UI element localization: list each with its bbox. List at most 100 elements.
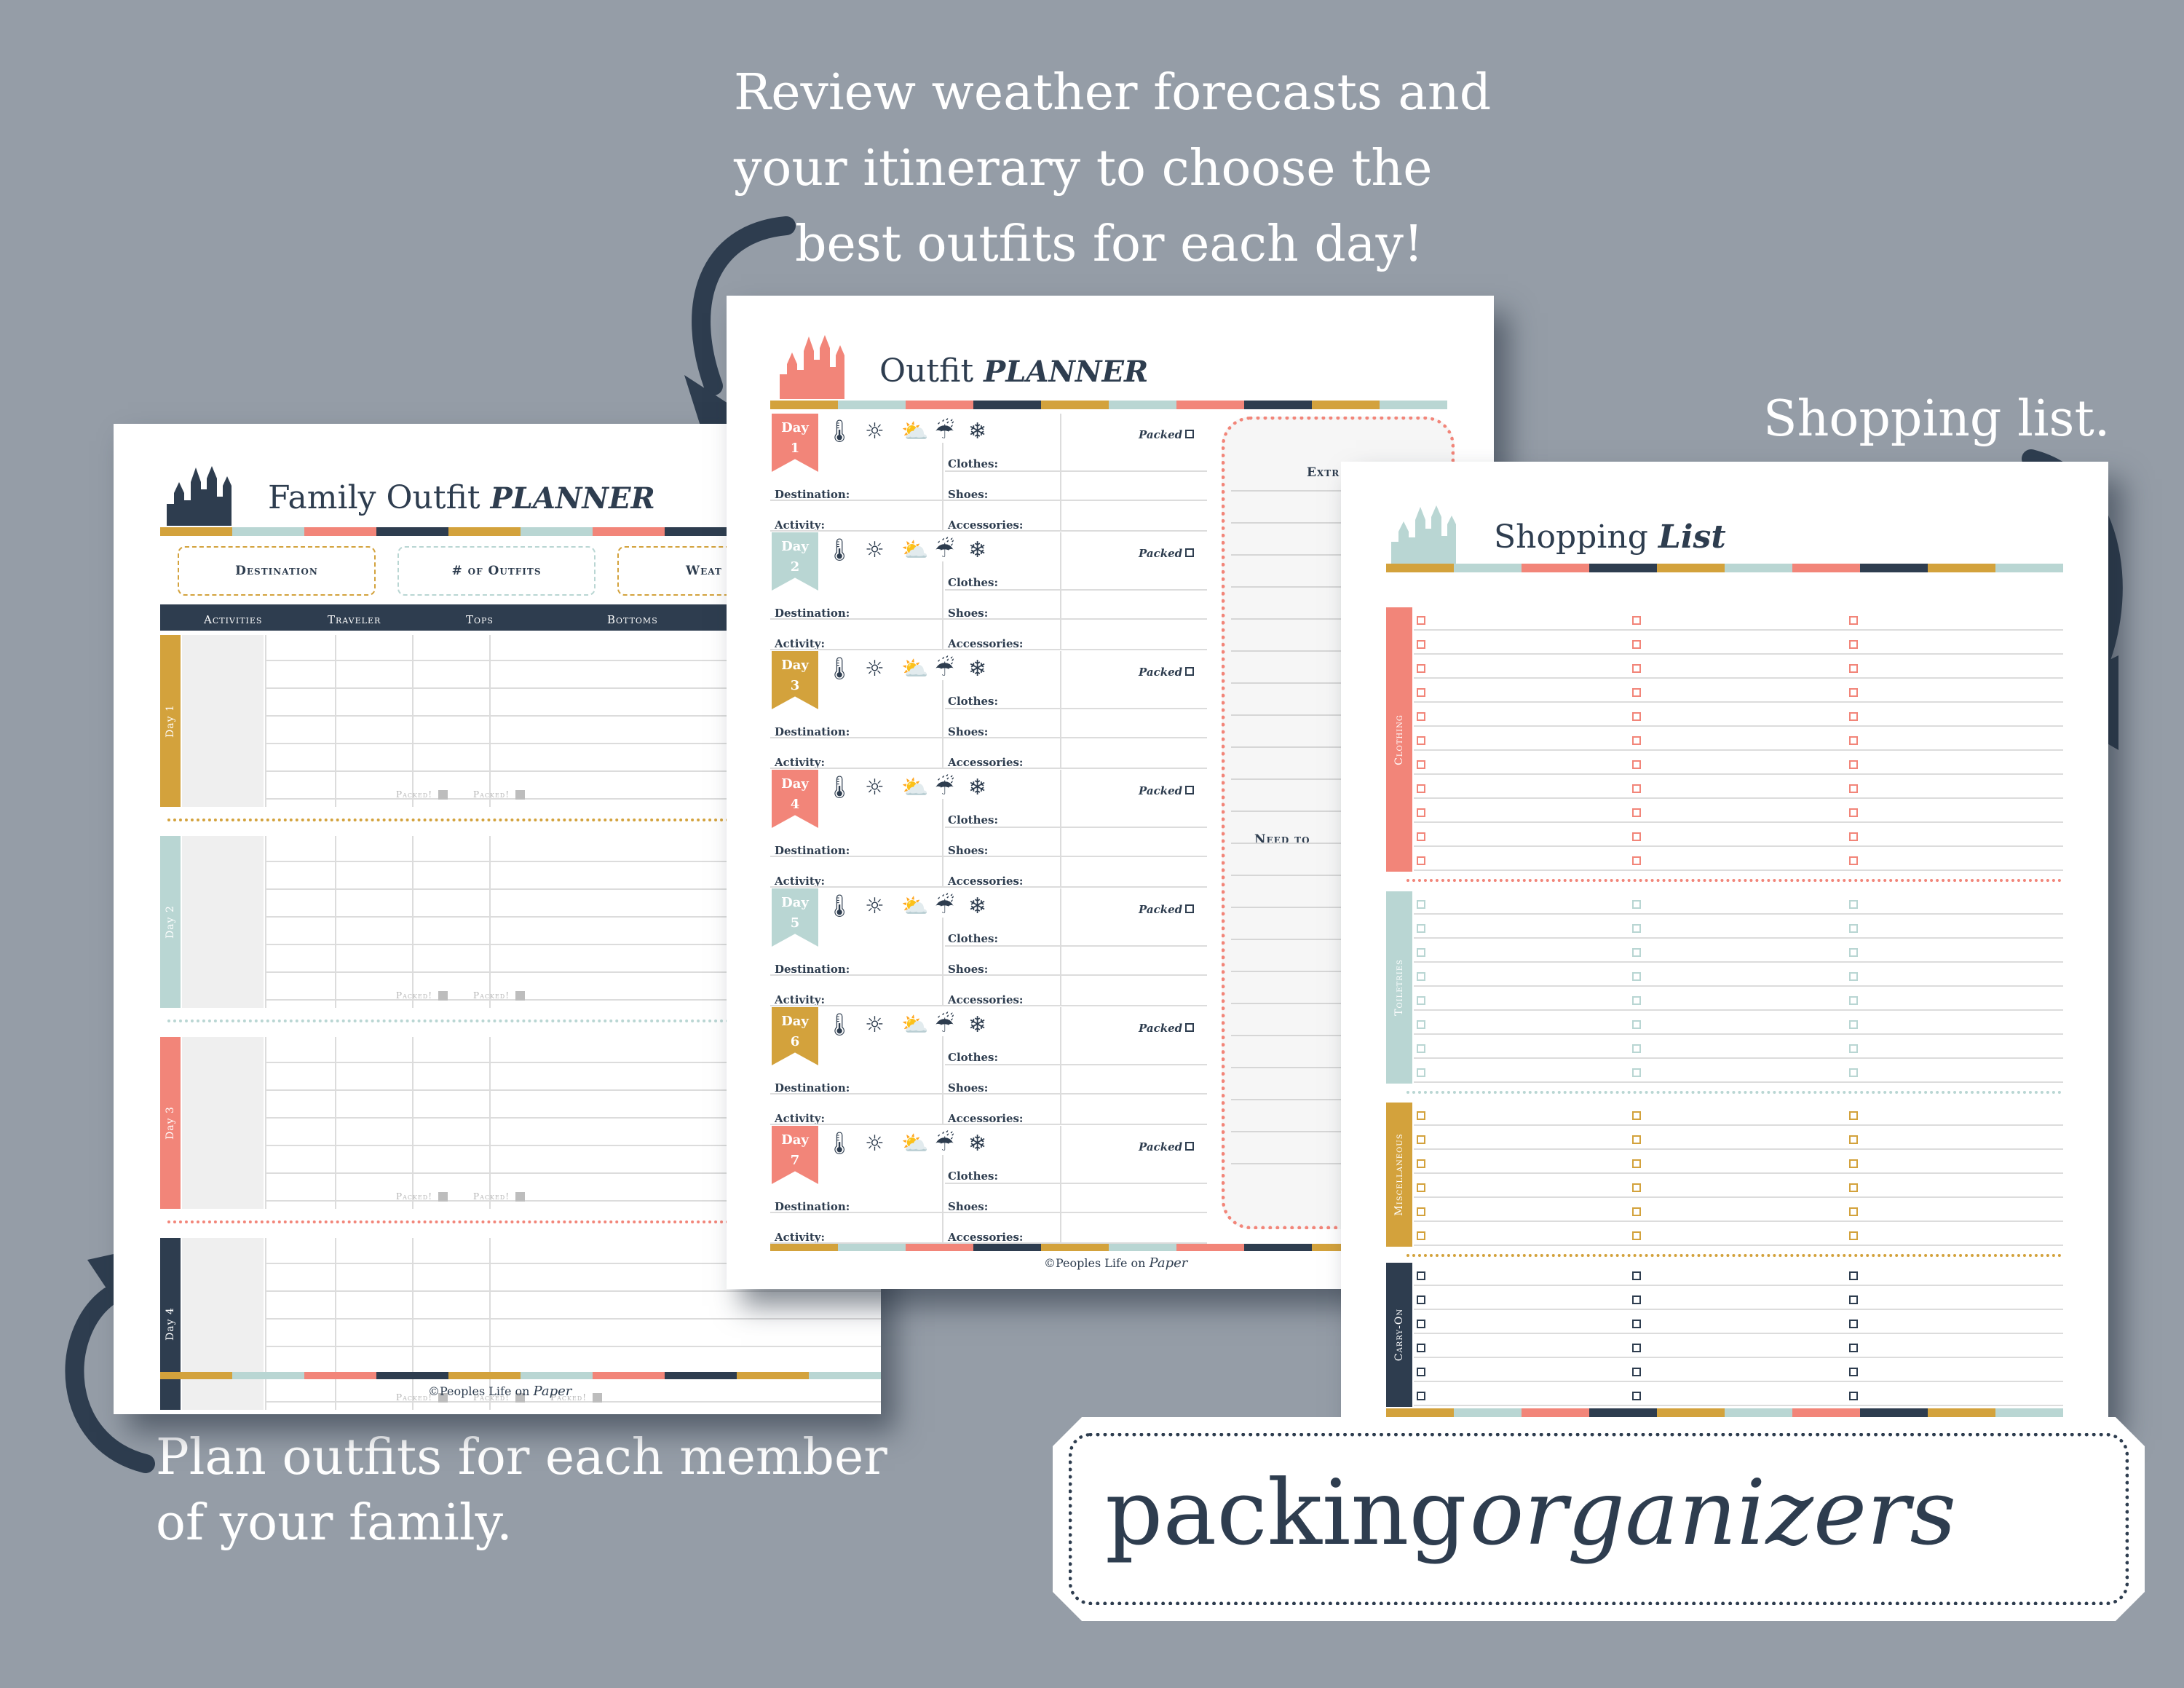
list-checkbox[interactable] (1632, 996, 1641, 1005)
list-checkbox[interactable] (1632, 948, 1641, 957)
list-checkbox[interactable] (1632, 688, 1641, 697)
list-checkbox[interactable] (1417, 760, 1425, 769)
list-checkbox[interactable] (1849, 640, 1858, 649)
list-checkbox[interactable] (1417, 1159, 1425, 1168)
list-checkbox[interactable] (1417, 1320, 1425, 1328)
list-checkbox[interactable] (1417, 900, 1425, 909)
sun-icon[interactable]: ☼ (865, 775, 885, 800)
thermometer-icon[interactable]: 🌡 (826, 1012, 854, 1038)
list-checkbox[interactable] (1849, 784, 1858, 793)
packed-checkbox[interactable] (1185, 548, 1194, 557)
packed-checkbox[interactable] (515, 991, 525, 1001)
packed-checkbox[interactable] (515, 790, 525, 800)
list-checkbox[interactable] (1417, 640, 1425, 649)
list-checkbox[interactable] (1417, 972, 1425, 981)
activities-cell[interactable] (182, 1238, 264, 1410)
outfit-count-field[interactable]: # of Outfits (397, 546, 596, 596)
list-checkbox[interactable] (1849, 1344, 1858, 1352)
cloud-sun-icon[interactable]: ⛅ (901, 537, 929, 563)
packed-checkbox[interactable] (1185, 904, 1194, 913)
list-checkbox[interactable] (1632, 1111, 1641, 1120)
list-checkbox[interactable] (1417, 832, 1425, 841)
list-checkbox[interactable] (1632, 640, 1641, 649)
snowflake-icon[interactable]: ❄ (968, 1131, 987, 1156)
cloud-sun-icon[interactable]: ⛅ (901, 419, 929, 444)
list-checkbox[interactable] (1417, 736, 1425, 745)
list-checkbox[interactable] (1417, 1295, 1425, 1304)
list-checkbox[interactable] (1632, 1159, 1641, 1168)
list-checkbox[interactable] (1849, 1368, 1858, 1376)
packed-checkbox[interactable] (1185, 1142, 1194, 1151)
list-checkbox[interactable] (1417, 808, 1425, 817)
list-checkbox[interactable] (1417, 948, 1425, 957)
list-checkbox[interactable] (1417, 996, 1425, 1005)
packed-checkbox[interactable] (1185, 430, 1194, 438)
list-checkbox[interactable] (1632, 760, 1641, 769)
list-checkbox[interactable] (1849, 1320, 1858, 1328)
list-checkbox[interactable] (1632, 784, 1641, 793)
list-checkbox[interactable] (1849, 1183, 1858, 1192)
list-checkbox[interactable] (1849, 712, 1858, 721)
rain-cloud-icon[interactable]: ☔ (935, 419, 954, 444)
sun-icon[interactable]: ☼ (865, 419, 885, 444)
list-checkbox[interactable] (1849, 948, 1858, 957)
cloud-sun-icon[interactable]: ⛅ (901, 656, 929, 682)
packed-checkbox[interactable] (1185, 667, 1194, 676)
list-checkbox[interactable] (1417, 784, 1425, 793)
cloud-sun-icon[interactable]: ⛅ (901, 775, 929, 800)
list-checkbox[interactable] (1417, 1392, 1425, 1400)
activities-cell[interactable] (182, 635, 264, 807)
list-checkbox[interactable] (1632, 1271, 1641, 1280)
list-checkbox[interactable] (1849, 760, 1858, 769)
thermometer-icon[interactable]: 🌡 (826, 419, 854, 444)
packed-checkbox[interactable] (438, 1393, 448, 1403)
list-checkbox[interactable] (1417, 616, 1425, 625)
packed-checkbox[interactable] (1185, 1023, 1194, 1032)
list-checkbox[interactable] (1849, 1231, 1858, 1240)
list-checkbox[interactable] (1632, 1295, 1641, 1304)
list-checkbox[interactable] (1632, 1135, 1641, 1144)
thermometer-icon[interactable]: 🌡 (826, 775, 854, 800)
list-checkbox[interactable] (1417, 688, 1425, 697)
thermometer-icon[interactable]: 🌡 (826, 1131, 854, 1156)
sun-icon[interactable]: ☼ (865, 656, 885, 682)
snowflake-icon[interactable]: ❄ (968, 656, 987, 682)
list-checkbox[interactable] (1417, 856, 1425, 865)
list-checkbox[interactable] (1849, 972, 1858, 981)
list-checkbox[interactable] (1417, 1068, 1425, 1077)
thermometer-icon[interactable]: 🌡 (826, 656, 854, 682)
list-checkbox[interactable] (1849, 616, 1858, 625)
sun-icon[interactable]: ☼ (865, 537, 885, 563)
list-checkbox[interactable] (1849, 736, 1858, 745)
list-checkbox[interactable] (1417, 1207, 1425, 1216)
list-checkbox[interactable] (1849, 688, 1858, 697)
cloud-sun-icon[interactable]: ⛅ (901, 894, 929, 919)
list-checkbox[interactable] (1632, 1020, 1641, 1029)
sun-icon[interactable]: ☼ (865, 894, 885, 919)
list-checkbox[interactable] (1849, 1020, 1858, 1029)
thermometer-icon[interactable]: 🌡 (826, 537, 854, 563)
snowflake-icon[interactable]: ❄ (968, 775, 987, 800)
destination-field[interactable]: Destination (178, 546, 376, 596)
list-checkbox[interactable] (1849, 1159, 1858, 1168)
list-checkbox[interactable] (1632, 664, 1641, 673)
snowflake-icon[interactable]: ❄ (968, 537, 987, 563)
rain-cloud-icon[interactable]: ☔ (935, 1012, 954, 1038)
list-checkbox[interactable] (1632, 1183, 1641, 1192)
rain-cloud-icon[interactable]: ☔ (935, 656, 954, 682)
list-checkbox[interactable] (1417, 1044, 1425, 1053)
list-checkbox[interactable] (1417, 1271, 1425, 1280)
list-checkbox[interactable] (1849, 1135, 1858, 1144)
packed-checkbox[interactable] (1185, 786, 1194, 794)
list-checkbox[interactable] (1849, 924, 1858, 933)
activities-cell[interactable] (182, 836, 264, 1008)
list-checkbox[interactable] (1632, 1344, 1641, 1352)
packed-checkbox[interactable] (438, 790, 448, 800)
rain-cloud-icon[interactable]: ☔ (935, 537, 954, 563)
list-checkbox[interactable] (1849, 832, 1858, 841)
cloud-sun-icon[interactable]: ⛅ (901, 1012, 929, 1038)
list-checkbox[interactable] (1849, 664, 1858, 673)
list-checkbox[interactable] (1632, 1231, 1641, 1240)
list-checkbox[interactable] (1417, 1183, 1425, 1192)
list-checkbox[interactable] (1417, 712, 1425, 721)
